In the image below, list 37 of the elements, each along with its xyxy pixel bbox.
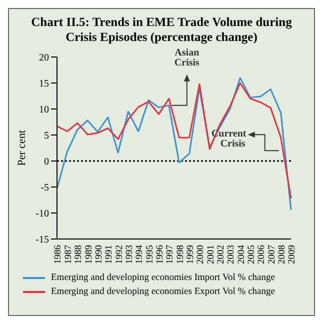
x-tick-label: 2001 <box>206 244 216 264</box>
y-axis-title: Per cent <box>16 130 28 166</box>
x-tick-label: 1990 <box>94 244 104 264</box>
y-tick-label: 15 <box>39 78 49 90</box>
x-tick-label: 2003 <box>226 244 237 264</box>
y-tick-label: 5 <box>44 130 49 142</box>
y-tick-label: -15 <box>36 234 49 246</box>
x-tick-label: 2004 <box>236 244 247 264</box>
x-tick-label: 2008 <box>278 244 288 264</box>
x-tick-label: 2007 <box>267 244 278 264</box>
x-tick-label: 2002 <box>216 244 227 264</box>
y-tick-label: 10 <box>39 104 49 116</box>
x-tick-label: 1995 <box>145 244 156 264</box>
x-tick-label: 1989 <box>84 244 94 264</box>
chart-title: Chart II.5: Trends in EME Trade Volume during Crisis Episodes (percentage change) <box>30 14 293 45</box>
legend-label: Emerging and developing economies Import Vol % change <box>51 273 275 283</box>
x-tick-label: 2000 <box>196 244 206 264</box>
x-tick-label: 1991 <box>104 244 115 264</box>
y-tick-label: -10 <box>36 208 49 220</box>
y-tick-label: 20 <box>39 52 49 64</box>
x-tick-label: 1986 <box>54 244 64 264</box>
x-tick-label: 2006 <box>257 244 268 264</box>
x-tick-label: 1999 <box>186 244 196 264</box>
y-tick-label: 0 <box>44 156 49 168</box>
annotation: Asian Crisis <box>174 47 200 68</box>
x-tick-label: 1994 <box>135 244 146 264</box>
x-tick-label: 1993 <box>124 244 135 264</box>
x-tick-label: 1996 <box>155 244 166 264</box>
x-tick-label: 1988 <box>74 244 84 264</box>
y-tick-label: -5 <box>40 182 49 194</box>
x-tick-label: 2005 <box>247 244 258 264</box>
x-tick-label: 1998 <box>176 244 186 264</box>
x-tick-label: 1997 <box>166 244 176 264</box>
x-tick-label: 2009 <box>288 244 298 264</box>
x-tick-label: 1987 <box>64 244 74 264</box>
x-tick-label: 1992 <box>114 244 125 264</box>
legend-label: Emerging and developing economies Export Vol % change <box>51 287 275 297</box>
